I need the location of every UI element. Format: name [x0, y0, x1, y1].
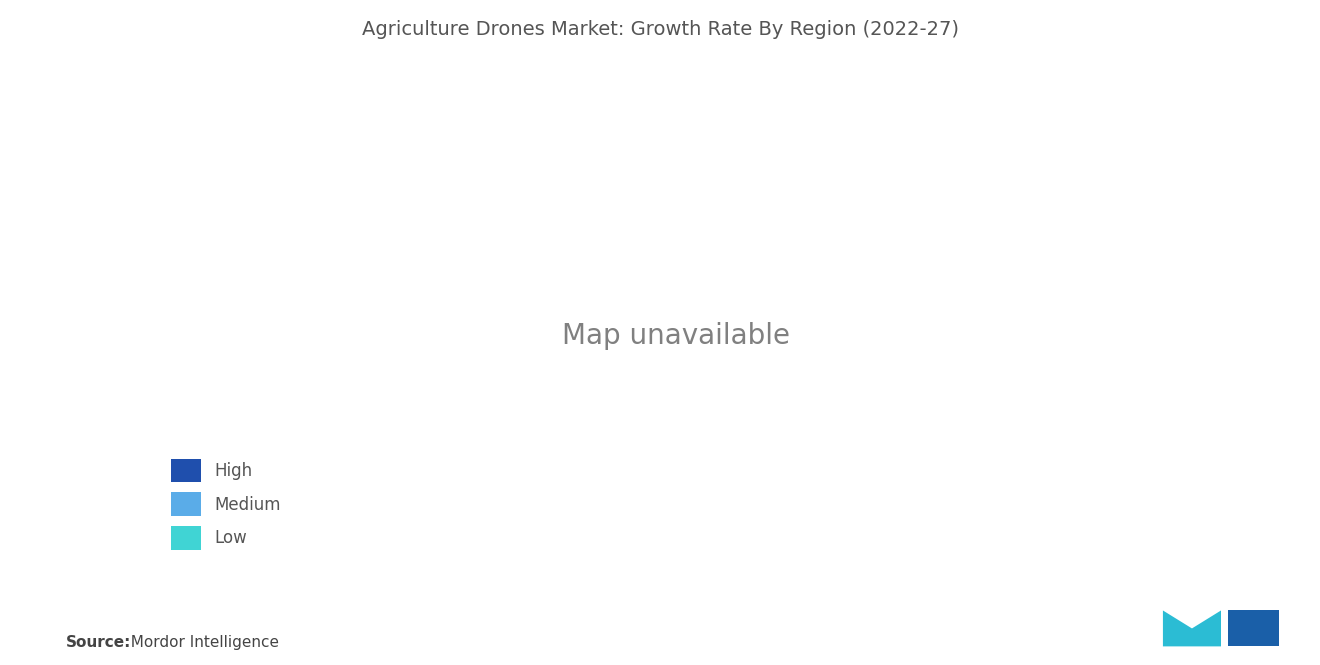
Text: Source:: Source:: [66, 635, 132, 650]
Text: Mordor Intelligence: Mordor Intelligence: [121, 635, 280, 650]
Text: Agriculture Drones Market: Growth Rate By Region (2022-27): Agriculture Drones Market: Growth Rate B…: [362, 20, 958, 39]
Text: Map unavailable: Map unavailable: [562, 322, 791, 350]
Legend: High, Medium, Low: High, Medium, Low: [164, 450, 289, 558]
Polygon shape: [1163, 610, 1221, 646]
Polygon shape: [1228, 610, 1279, 646]
